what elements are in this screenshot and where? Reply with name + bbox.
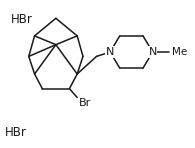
Text: N: N	[148, 47, 157, 57]
Text: Me: Me	[172, 47, 187, 57]
Text: Br: Br	[79, 98, 91, 108]
Text: HBr: HBr	[4, 126, 27, 139]
Text: N: N	[106, 47, 114, 57]
Text: HBr: HBr	[11, 13, 33, 26]
